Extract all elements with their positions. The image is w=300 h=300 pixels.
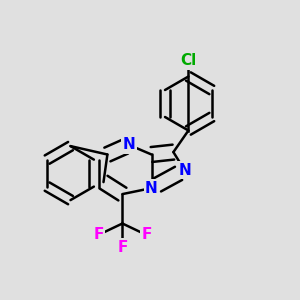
Text: N: N <box>178 163 191 178</box>
Text: N: N <box>123 137 135 152</box>
Text: N: N <box>145 181 158 196</box>
Text: F: F <box>93 227 103 242</box>
Text: F: F <box>141 227 152 242</box>
Text: Cl: Cl <box>180 53 196 68</box>
Text: F: F <box>117 240 128 255</box>
